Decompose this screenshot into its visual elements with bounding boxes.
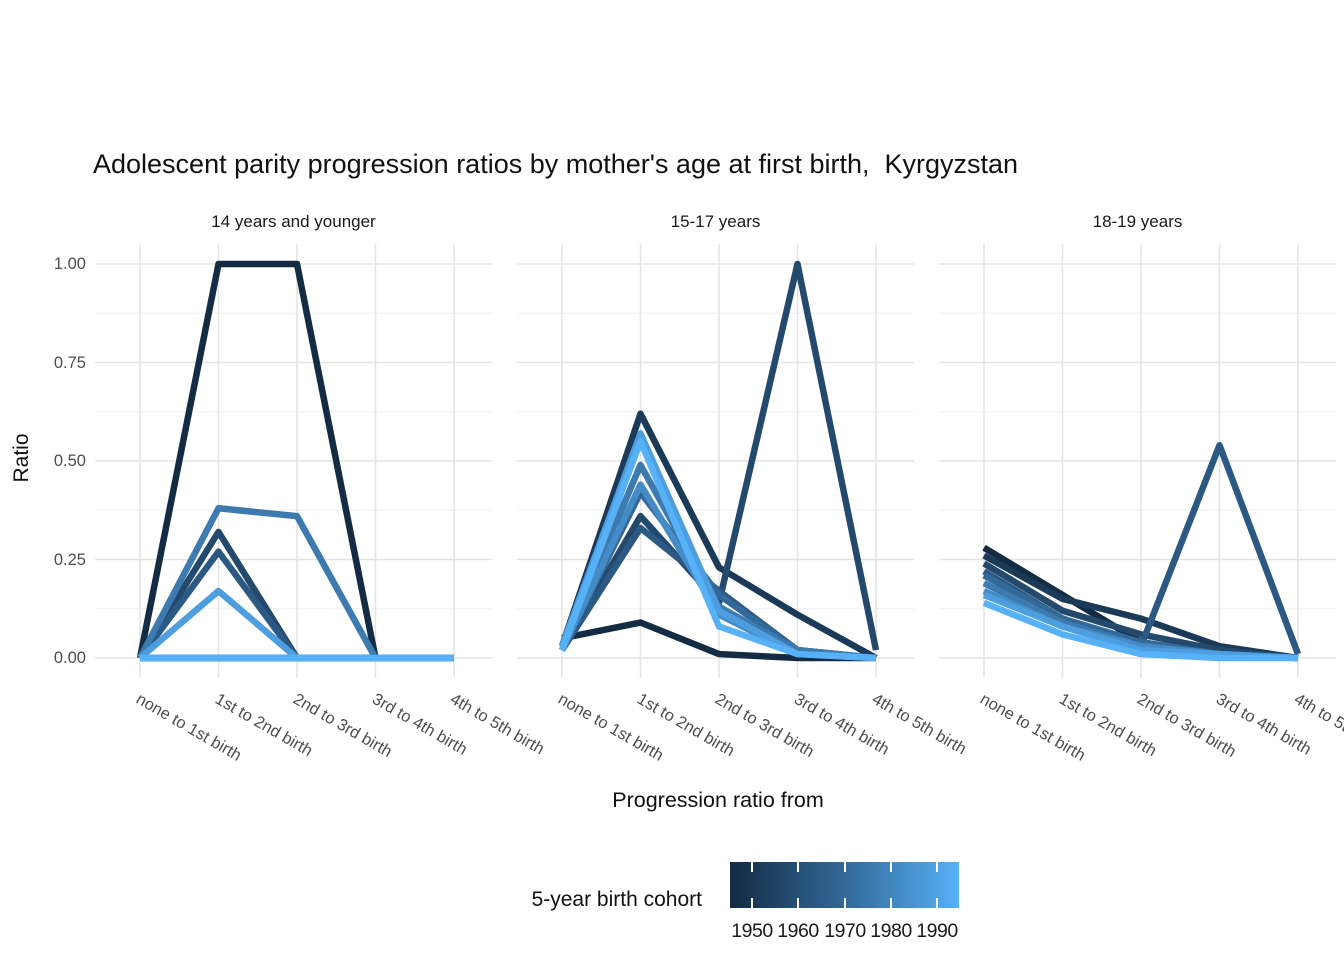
legend-tick-label: 1970: [824, 920, 866, 942]
legend-tickmark: [844, 898, 846, 908]
legend-tick-label: 1980: [870, 920, 912, 942]
x-axis-title: Progression ratio from: [612, 788, 824, 812]
legend-tickmark: [890, 898, 892, 908]
y-tick-label: 0.00: [53, 649, 86, 667]
y-tick-label: 0.25: [53, 550, 86, 569]
cohort-line-1990: [558, 438, 877, 662]
y-tick-label: 0.50: [53, 452, 86, 470]
legend-tickmark: [890, 862, 892, 872]
legend-tickmark: [751, 862, 753, 872]
legend-tick-label: 1950: [731, 920, 773, 942]
legend-tick-label: 1990: [916, 920, 958, 942]
facet-strip-label: 14 years and younger: [211, 212, 376, 231]
chart-title: Adolescent parity progression ratios by …: [93, 149, 1019, 179]
legend-tickmark: [751, 898, 753, 908]
y-tick-label: 1.00: [53, 255, 86, 273]
legend-title: 5-year birth cohort: [531, 888, 702, 911]
facet-strip-label: 18-19 years: [1092, 212, 1183, 231]
cohort-line-1955: [558, 410, 878, 661]
legend-tickmark: [797, 862, 799, 872]
legend-tickmark: [936, 898, 938, 908]
legend-tickmark: [797, 898, 799, 908]
cohort-line-1990: [982, 599, 1298, 662]
legend-tick-label: 1960: [777, 920, 819, 942]
legend-tickmark: [844, 862, 846, 872]
legend-tickmark: [936, 862, 938, 872]
y-tick-label: 0.75: [53, 353, 86, 372]
facet-strip-label: 15-17 years: [670, 212, 761, 231]
